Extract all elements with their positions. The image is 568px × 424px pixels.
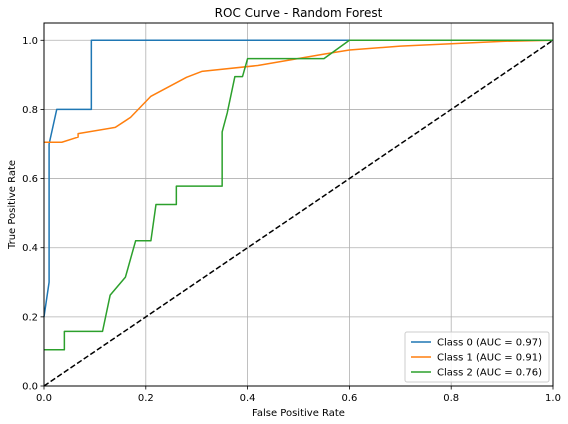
x-tick-label: 0.2 <box>138 393 154 404</box>
axis-ticks: 0.0 0.2 0.4 0.6 0.8 1.0 0.0 0.2 0.4 0.6 0.8 1.0 <box>22 36 561 404</box>
series-line-class-2 <box>44 39 553 351</box>
series-lines <box>43 39 554 387</box>
legend-box <box>404 331 550 383</box>
series-line-class-0 <box>43 39 553 317</box>
y-tick-label: 0.4 <box>22 243 38 254</box>
y-tick-label: 0.2 <box>22 312 38 323</box>
x-tick-label: 0.6 <box>341 393 357 404</box>
x-axis-label: False Positive Rate <box>252 408 345 419</box>
y-tick-label: 0.8 <box>22 105 38 116</box>
y-axis-label: True Positive Rate <box>7 160 18 250</box>
series-line-class-1 <box>44 39 554 144</box>
x-tick-label: 1.0 <box>545 393 561 404</box>
y-tick-label: 1.0 <box>22 36 38 47</box>
x-tick-label: 0.0 <box>36 393 52 404</box>
y-tick-label: 0.0 <box>22 382 38 393</box>
diagonal-reference-line <box>43 39 554 387</box>
x-tick-label: 0.8 <box>443 393 459 404</box>
y-tick-label: 0.6 <box>22 174 38 185</box>
legend-entry: Class 1 (AUC = 0.91) <box>437 353 542 364</box>
chart-title: ROC Curve - Random Forest <box>215 6 383 20</box>
legend: Class 0 (AUC = 0.97) Class 1 (AUC = 0.91)… <box>404 331 550 383</box>
legend-entry: Class 0 (AUC = 0.97) <box>437 338 542 349</box>
legend-entry: Class 2 (AUC = 0.76) <box>437 368 542 379</box>
x-tick-label: 0.4 <box>240 393 256 404</box>
plot-frame <box>43 22 554 387</box>
